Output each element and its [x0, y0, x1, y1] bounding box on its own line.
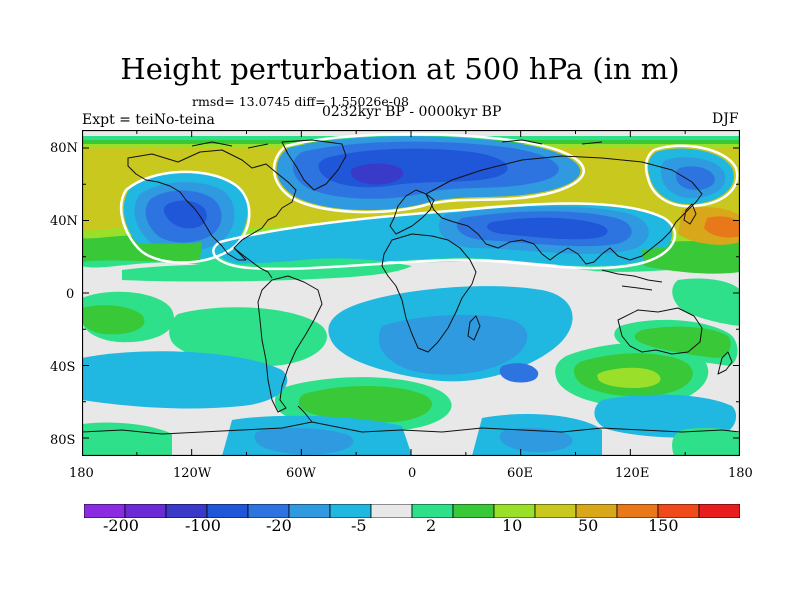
- new-zealand-outline: [717, 351, 733, 375]
- plot-title: Height perturbation at 500 hPa (in m): [120, 52, 680, 86]
- africa-outline: [381, 233, 477, 353]
- lat-tick-label: 80S: [50, 433, 76, 448]
- indonesia-outline: [601, 269, 663, 291]
- lon-tick-label: 180: [69, 466, 94, 481]
- colorbar-swatch: [452, 504, 495, 518]
- colorbar-label: 2: [426, 516, 437, 535]
- colorbar-label: 10: [502, 516, 523, 535]
- colorbar-label: -100: [185, 516, 221, 535]
- asia-outline: [425, 155, 703, 265]
- zero-contours: [119, 132, 739, 271]
- lon-tick-label: 0: [408, 466, 417, 481]
- australia-outline: [617, 307, 703, 355]
- lon-tick-label: 180: [728, 466, 753, 481]
- time-period-label: 0232kyr BP - 0000kyr BP: [322, 104, 502, 120]
- colorbar-label: -5: [351, 516, 367, 535]
- height-perturbation-map: [82, 130, 740, 456]
- colorbar-label: 150: [648, 516, 679, 535]
- south-america-outline: [257, 275, 323, 413]
- north-america-outline: [127, 149, 297, 261]
- colorbar-label: 50: [578, 516, 599, 535]
- europe-outline: [389, 189, 435, 235]
- lon-tick-label: 60W: [286, 466, 316, 481]
- coastlines: [82, 139, 740, 435]
- japan-outline: [683, 203, 697, 225]
- lat-tick-label: 40N: [50, 214, 78, 229]
- field-shading: [82, 130, 740, 456]
- lon-tick-label: 60E: [507, 466, 534, 481]
- lat-tick-label: 80N: [50, 141, 78, 156]
- colorbar: [84, 504, 740, 518]
- experiment-label: Expt = teiNo-teina: [82, 112, 215, 128]
- rmsd-diff-stats: rmsd= 13.0745 diff= 1.55026e-08: [192, 94, 409, 109]
- lat-tick-label: 0: [66, 287, 75, 302]
- central-america-outline: [233, 247, 273, 279]
- greenland-outline: [281, 139, 347, 191]
- lat-tick-label: 40S: [50, 360, 76, 375]
- lon-tick-label: 120E: [615, 466, 650, 481]
- antarctica-outline: [82, 421, 740, 435]
- arctic-islands-outline: [191, 139, 603, 149]
- lon-tick-label: 120W: [173, 466, 212, 481]
- season-label: DJF: [712, 111, 739, 127]
- colorbar-label: -20: [266, 516, 292, 535]
- axis-ticks: [82, 130, 740, 456]
- antarctic-peninsula-outline: [297, 405, 313, 423]
- colorbar-swatch: [288, 504, 331, 518]
- colorbar-swatch: [534, 504, 577, 518]
- madagascar-outline: [467, 315, 481, 341]
- colorbar-swatch: [698, 504, 740, 518]
- colorbar-swatch: [370, 504, 413, 518]
- colorbar-label: -200: [103, 516, 139, 535]
